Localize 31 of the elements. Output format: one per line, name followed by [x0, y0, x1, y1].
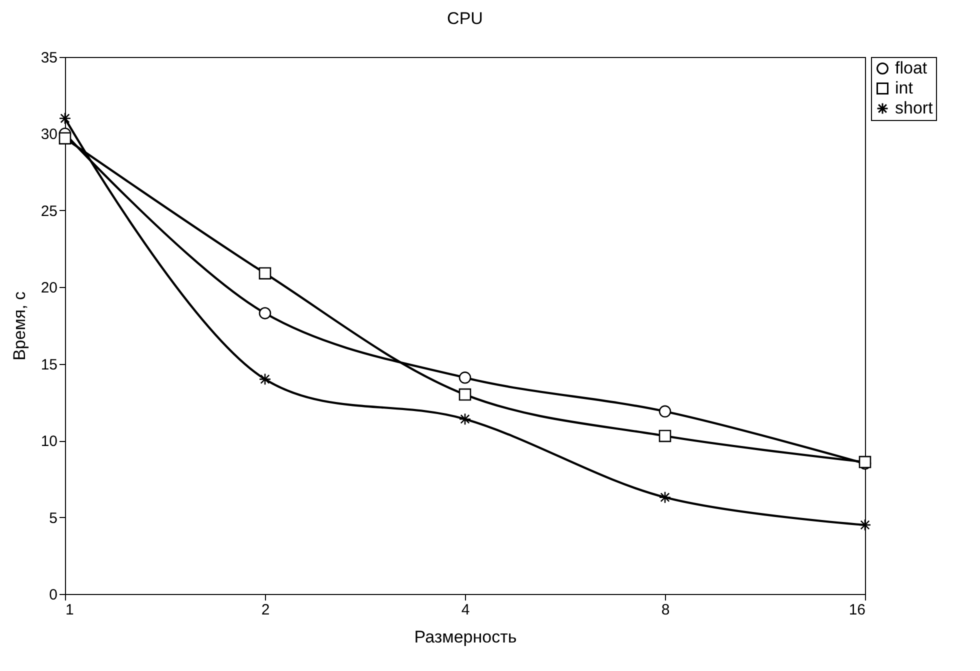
x-tick-label: 2 [261, 602, 270, 618]
x-tick-label: 1 [66, 602, 74, 618]
point [458, 412, 472, 426]
legend-label: float [895, 58, 928, 78]
point [458, 372, 472, 384]
y-tick-label: 5 [49, 510, 58, 527]
x-axis-title: Размерность [414, 628, 517, 646]
y-axis-title: Время, с [10, 290, 29, 361]
x-tick-label: 16 [848, 602, 866, 618]
y-tick-label: 25 [40, 202, 58, 220]
point [858, 518, 872, 532]
point [658, 405, 672, 418]
y-tick-label: 0 [49, 586, 58, 604]
point [258, 267, 272, 280]
point [258, 307, 272, 320]
point [258, 373, 272, 386]
legend-label: short [895, 98, 934, 118]
point [658, 491, 672, 504]
point [458, 388, 472, 401]
point [58, 112, 72, 124]
x-tick-label: 8 [661, 602, 670, 618]
y-tick-label: 35 [40, 50, 58, 66]
y-tick-label: 10 [40, 433, 58, 450]
point [658, 430, 672, 442]
y-tick-label: 30 [40, 126, 58, 144]
x-tick-label: 4 [461, 602, 470, 618]
chart-title: CPU [447, 9, 483, 28]
point [58, 132, 72, 144]
y-tick-label: 15 [40, 356, 58, 374]
y-tick-label: 20 [40, 280, 58, 297]
legend-label: int [895, 78, 914, 98]
